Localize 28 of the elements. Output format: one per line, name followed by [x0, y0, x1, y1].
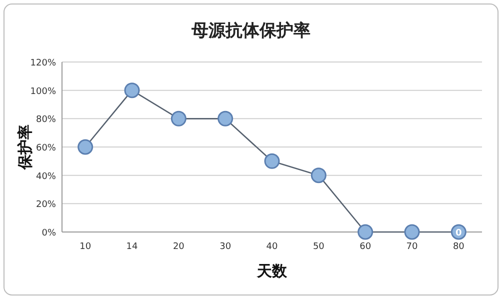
x-tick-label: 60 — [360, 242, 372, 252]
x-tick-label: 50 — [312, 242, 325, 252]
point — [358, 224, 374, 240]
data-label: 0 — [456, 228, 462, 238]
y-tick-label: 60% — [36, 144, 56, 154]
point — [310, 168, 326, 184]
x-tick-label: 40 — [266, 242, 278, 252]
x-axis-title: 天数 — [256, 262, 288, 280]
y-tick-label: 100% — [30, 86, 56, 97]
x-tick-label: 10 — [80, 242, 92, 252]
point — [78, 139, 94, 155]
y-tick-label: 40% — [36, 172, 56, 182]
x-tick-label: 80 — [452, 242, 465, 252]
x-tick-label: 30 — [220, 242, 232, 252]
y-tick-label: 80% — [36, 115, 56, 126]
x-tick-label: 14 — [126, 242, 138, 252]
chart-title: 母源抗体保护率 — [190, 21, 310, 41]
point — [124, 82, 140, 98]
x-tick-label: 20 — [172, 242, 185, 252]
y-tick-label: 120% — [30, 58, 56, 68]
point — [218, 110, 234, 126]
point — [264, 153, 280, 169]
x-tick-label: 70 — [406, 242, 418, 252]
y-axis-title: 保护率 — [16, 124, 34, 170]
point — [404, 224, 420, 240]
y-tick-label: 20% — [36, 200, 56, 210]
point — [170, 110, 186, 126]
y-tick-label: 0% — [42, 228, 56, 238]
